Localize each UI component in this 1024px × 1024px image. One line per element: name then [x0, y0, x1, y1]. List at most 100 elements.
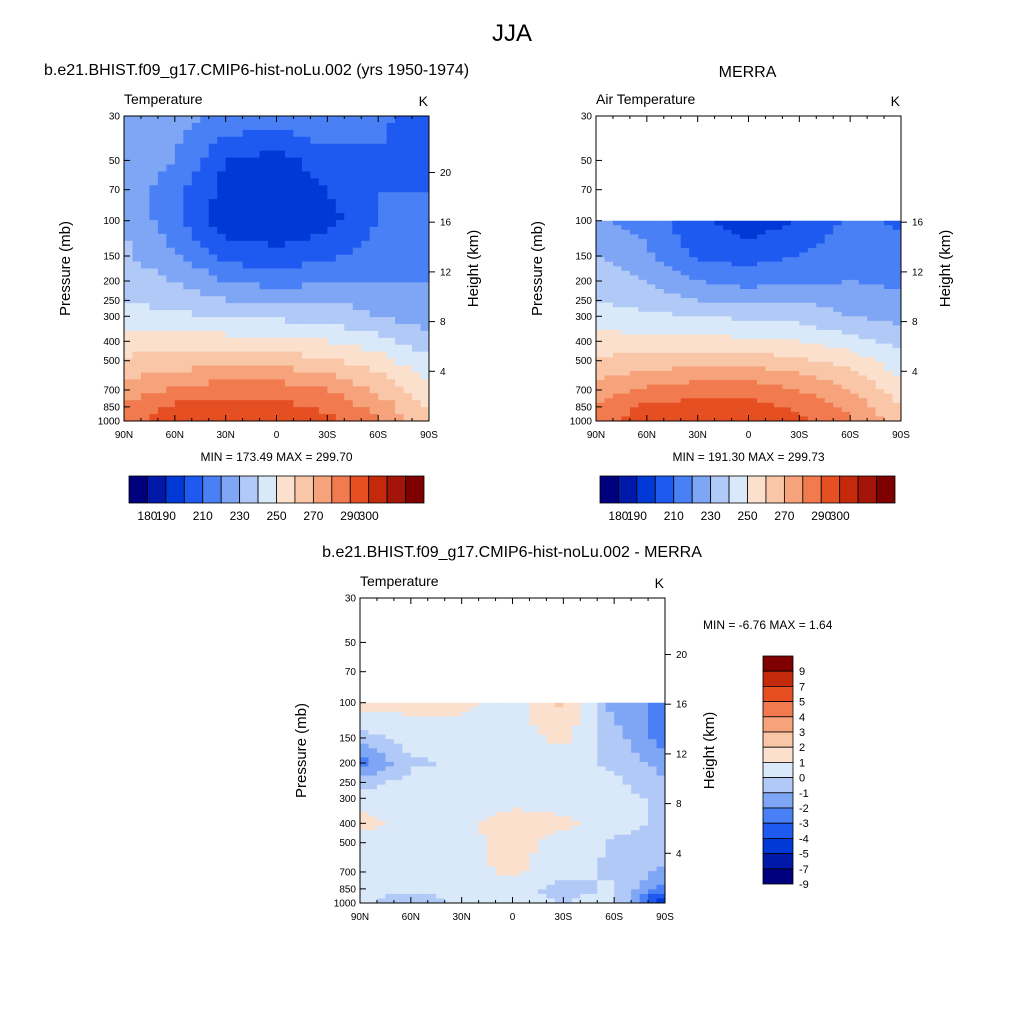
field-cell	[773, 389, 783, 395]
y-tick-label: 150	[339, 733, 356, 744]
field-cell	[385, 839, 395, 845]
field-cell	[140, 379, 151, 387]
field-cell	[487, 834, 497, 840]
field-cell	[276, 219, 286, 228]
y-tick-label: 150	[575, 251, 592, 262]
field-cell	[393, 843, 403, 849]
field-cell	[225, 199, 235, 207]
field-cell	[395, 122, 405, 131]
field-cell	[284, 206, 295, 214]
field-cell	[597, 807, 607, 813]
field-cell	[403, 358, 413, 367]
field-cell	[419, 775, 429, 781]
field-cell	[376, 802, 387, 809]
field-cell	[191, 240, 201, 249]
field-cell	[689, 325, 699, 331]
field-cell	[714, 275, 724, 281]
field-cell	[361, 157, 371, 166]
field-cell	[378, 157, 388, 166]
field-cell	[376, 702, 387, 708]
field-cell	[461, 830, 471, 836]
field-cell	[833, 416, 843, 421]
field-cell	[157, 213, 167, 221]
field-cell	[799, 298, 809, 304]
field-cell	[360, 843, 370, 849]
field-cell	[537, 775, 547, 781]
field-cell	[892, 275, 901, 281]
field-cell	[504, 898, 514, 903]
field-cell	[427, 711, 437, 717]
field-cell	[419, 880, 429, 886]
y-tick-label: 700	[339, 867, 356, 878]
field-cell	[655, 339, 665, 345]
field-cell	[403, 261, 413, 270]
field-cell	[395, 310, 405, 318]
field-cell	[166, 136, 176, 145]
field-cell	[174, 379, 184, 387]
field-cell	[412, 185, 422, 193]
field-cell	[412, 240, 422, 249]
field-cell	[782, 252, 792, 258]
x-tick-label: 60N	[402, 912, 420, 923]
field-cell	[420, 143, 429, 152]
field-cell	[393, 816, 403, 822]
field-cell	[605, 752, 615, 758]
field-cell	[327, 414, 337, 421]
field-cell	[748, 370, 758, 377]
field-cell	[875, 339, 885, 345]
field-cell	[376, 889, 387, 895]
field-cell	[748, 257, 758, 263]
field-cell	[631, 875, 641, 881]
y-tick-label: 50	[345, 638, 357, 649]
field-cell	[200, 116, 210, 124]
y-tick-label: 200	[575, 277, 592, 288]
field-cell	[648, 889, 658, 895]
field-cell	[376, 793, 387, 799]
field-cell	[200, 240, 210, 249]
field-cell	[310, 393, 320, 401]
field-cell	[225, 185, 235, 193]
field-cell	[706, 225, 716, 231]
field-cell	[790, 229, 800, 235]
field-cell	[487, 811, 497, 818]
field-cell	[478, 784, 488, 790]
field-cell	[892, 243, 901, 249]
field-cell	[318, 261, 328, 270]
field-cell	[748, 243, 758, 249]
field-cell	[639, 848, 649, 854]
field-cell	[689, 380, 699, 386]
field-cell	[140, 275, 151, 283]
field-cell	[612, 329, 623, 336]
field-cell	[301, 365, 311, 374]
field-cell	[740, 380, 750, 386]
field-cell	[663, 289, 673, 295]
field-cell	[234, 407, 244, 415]
field-cell	[234, 365, 244, 374]
field-cell	[663, 270, 673, 276]
field-cell	[166, 199, 176, 207]
field-cell	[470, 843, 480, 849]
field-cell	[208, 185, 218, 193]
field-cell	[293, 164, 303, 173]
field-cell	[174, 247, 184, 256]
field-cell	[537, 720, 547, 727]
field-cell	[191, 289, 201, 297]
field-cell	[344, 213, 354, 221]
field-cell	[807, 234, 817, 240]
field-cell	[276, 330, 286, 339]
field-cell	[327, 386, 337, 394]
field-cell	[672, 243, 682, 249]
field-cell	[284, 407, 295, 415]
field-cell	[386, 122, 396, 131]
field-cell	[461, 752, 471, 758]
field-cell	[276, 400, 286, 408]
field-cell	[596, 243, 606, 249]
y-tick-label: 100	[339, 698, 356, 709]
field-cell	[554, 834, 564, 840]
field-cell	[444, 839, 454, 845]
field-cell	[697, 416, 707, 421]
field-cell	[395, 247, 405, 256]
field-cell	[740, 225, 750, 231]
field-cell	[284, 226, 295, 235]
field-cell	[672, 298, 682, 304]
